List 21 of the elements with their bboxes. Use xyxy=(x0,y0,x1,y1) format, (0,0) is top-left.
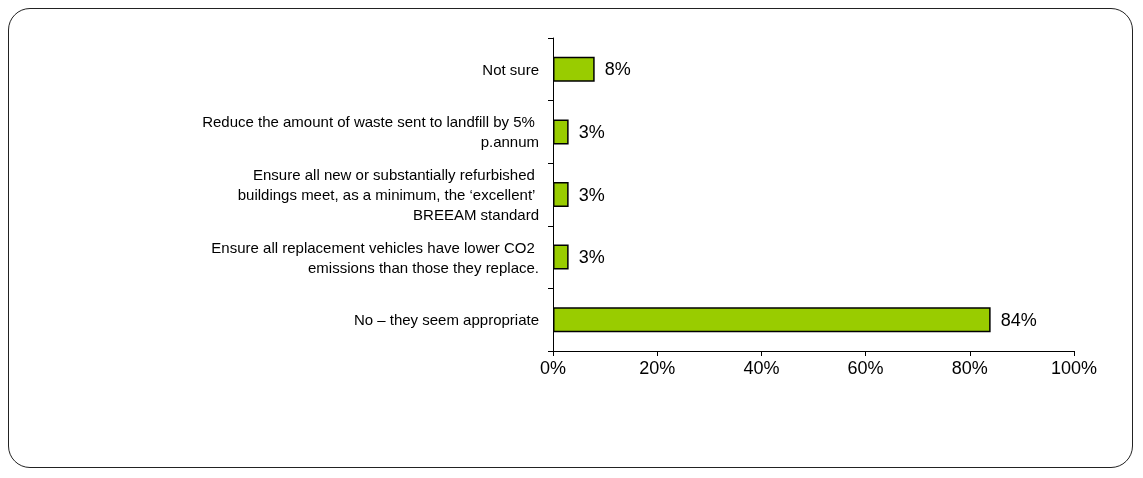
bar xyxy=(553,56,595,82)
x-tick-label: 100% xyxy=(1050,358,1098,378)
data-label: 3% xyxy=(578,121,605,142)
y-tick-label: No – they seem appropriate xyxy=(353,311,539,329)
y-tick-label: Ensure all replacement vehicles have lower CO2 emissions than those they replace. xyxy=(211,238,539,276)
bar xyxy=(553,119,569,145)
y-tick-label: Ensure all new or substantially refurbished buildings meet, as a minimum, the ‘excellent’ BREEAM standard xyxy=(237,166,539,223)
bar xyxy=(553,181,569,208)
y-tick-label: Reduce the amount of waste sent to landfill by 5% p.annum xyxy=(202,113,539,151)
bar xyxy=(553,307,991,333)
data-label: 3% xyxy=(578,247,605,268)
y-tick-label: Not sure xyxy=(482,60,539,78)
data-label: 8% xyxy=(604,59,631,80)
x-tick-label: 0% xyxy=(539,358,567,378)
x-tick-label: 60% xyxy=(847,358,884,378)
data-label: 84% xyxy=(1000,309,1037,330)
bar xyxy=(553,244,569,270)
x-tick-label: 80% xyxy=(951,358,988,378)
data-label: 3% xyxy=(578,184,605,205)
x-tick-label: 40% xyxy=(743,358,780,378)
x-tick-label: 20% xyxy=(639,358,676,378)
